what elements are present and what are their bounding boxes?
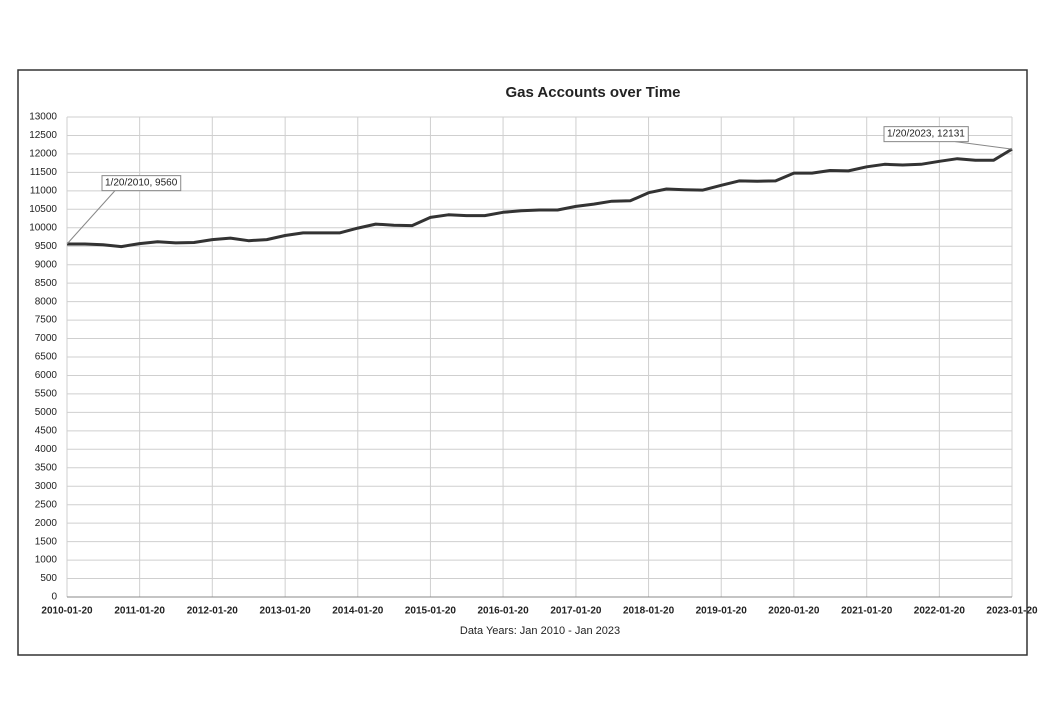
y-tick-label: 9500 bbox=[35, 241, 58, 252]
annotation-box bbox=[883, 126, 969, 143]
y-tick-label: 1000 bbox=[35, 555, 58, 566]
y-tick-label: 8000 bbox=[35, 296, 58, 307]
y-tick-label: 7500 bbox=[35, 315, 58, 326]
x-tick-label: 2010-01-20 bbox=[41, 606, 93, 617]
x-tick-label: 2012-01-20 bbox=[187, 606, 239, 617]
annotation-leader bbox=[66, 190, 116, 245]
y-tick-label: 1500 bbox=[35, 536, 58, 547]
x-tick-label: 2011-01-20 bbox=[114, 606, 165, 617]
y-tick-label: 11500 bbox=[30, 167, 58, 178]
y-tick-label: 7000 bbox=[35, 333, 58, 344]
y-tick-label: 2500 bbox=[35, 499, 58, 510]
x-tick-label: 2017-01-20 bbox=[550, 606, 602, 617]
y-tick-label: 6500 bbox=[35, 352, 58, 363]
y-tick-label: 8500 bbox=[35, 278, 58, 289]
annotation-box bbox=[101, 175, 182, 192]
y-tick-label: 500 bbox=[40, 573, 57, 584]
y-tick-label: 5500 bbox=[35, 389, 58, 400]
y-tick-label: 10500 bbox=[29, 204, 57, 215]
y-tick-label: 12500 bbox=[29, 130, 57, 141]
y-tick-label: 6000 bbox=[35, 370, 58, 381]
annotation-leader bbox=[955, 141, 1013, 150]
x-tick-label: 2020-01-20 bbox=[768, 606, 820, 617]
x-tick-label: 2013-01-20 bbox=[260, 606, 312, 617]
y-tick-label: 10000 bbox=[29, 222, 57, 233]
x-tick-label: 2018-01-20 bbox=[623, 606, 675, 617]
y-tick-label: 2000 bbox=[35, 518, 58, 529]
x-tick-label: 2014-01-20 bbox=[332, 606, 384, 617]
x-tick-label: 2015-01-20 bbox=[405, 606, 457, 617]
chart-border bbox=[17, 69, 1028, 656]
x-tick-label: 2019-01-20 bbox=[696, 606, 748, 617]
y-tick-label: 4000 bbox=[35, 444, 58, 455]
x-tick-label: 2023-01-20 bbox=[986, 606, 1038, 617]
y-tick-label: 12000 bbox=[29, 149, 57, 160]
y-tick-label: 13000 bbox=[29, 112, 57, 123]
y-tick-label: 11000 bbox=[30, 185, 58, 196]
data-line bbox=[67, 147, 1013, 249]
y-tick-label: 4500 bbox=[35, 425, 58, 436]
y-tick-label: 5000 bbox=[35, 407, 58, 418]
annotation-label: 1/20/2010, 9560 bbox=[105, 178, 178, 189]
x-tick-label: 2022-01-20 bbox=[914, 606, 966, 617]
chart-title: Gas Accounts over Time bbox=[505, 84, 680, 101]
x-tick-label: 2021-01-20 bbox=[841, 606, 893, 617]
y-tick-label: 3500 bbox=[35, 462, 58, 473]
annotation-label: 1/20/2023, 12131 bbox=[887, 129, 965, 140]
y-tick-label: 0 bbox=[51, 592, 57, 603]
x-tick-label: 2016-01-20 bbox=[477, 606, 529, 617]
y-tick-label: 9000 bbox=[35, 259, 58, 270]
y-tick-label: 3000 bbox=[35, 481, 58, 492]
x-axis-title: Data Years: Jan 2010 - Jan 2023 bbox=[460, 625, 620, 637]
